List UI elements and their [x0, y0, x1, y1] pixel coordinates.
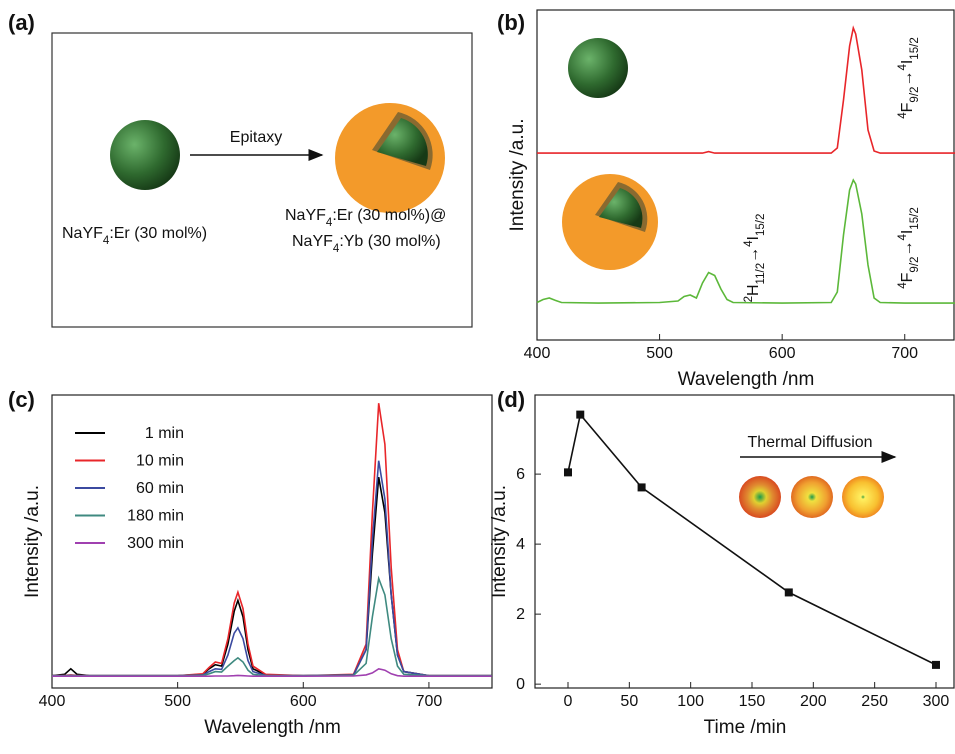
x-tick-label: 400 — [39, 693, 66, 710]
series-line — [52, 403, 492, 676]
y-tick-label: 2 — [516, 606, 525, 623]
x-tick-label: 150 — [739, 693, 766, 710]
text-part: :Yb (30 mol%) — [339, 233, 440, 250]
transition-label: 4F9/2→4I15/2 — [897, 37, 921, 118]
x-tick-label: 600 — [769, 345, 796, 362]
arrow-label: Epitaxy — [230, 129, 282, 146]
series-line — [52, 477, 492, 676]
data-point — [564, 468, 572, 476]
text-part: 9/2 — [909, 257, 921, 273]
legend-label: 1 min — [145, 425, 184, 442]
x-axis-label: Wavelength /nm — [204, 717, 341, 738]
x-tick-label: 300 — [923, 693, 950, 710]
x-tick-label: 250 — [861, 693, 888, 710]
x-tick-label: 700 — [416, 693, 443, 710]
x-axis-label: Time /min — [704, 717, 787, 738]
x-tick-label: 700 — [891, 345, 918, 362]
series-line — [52, 461, 492, 676]
particle-icon — [791, 476, 833, 518]
y-tick-label: 0 — [516, 676, 525, 693]
particle-icon — [739, 476, 781, 518]
core-sphere-icon — [568, 38, 628, 98]
panel-label: (c) — [8, 387, 35, 412]
y-axis-label: Intensity /a.u. — [22, 485, 43, 598]
x-tick-label: 100 — [677, 693, 704, 710]
text-part: 11/2 — [755, 263, 767, 285]
data-point — [785, 588, 793, 596]
x-tick-label: 200 — [800, 693, 827, 710]
x-tick-label: 600 — [290, 693, 317, 710]
core-shell-particle — [335, 103, 445, 213]
data-point — [576, 411, 584, 419]
core-sphere — [110, 120, 180, 190]
core-shell-label: NaYF4:Er (30 mol%)@ — [285, 207, 446, 229]
x-tick-label: 500 — [164, 693, 191, 710]
panel-label: (a) — [8, 10, 35, 35]
text-part: :Er (30 mol%) — [109, 225, 207, 242]
annotation: Thermal Diffusion — [747, 434, 872, 451]
transition-label: 4F9/2→4I15/2 — [897, 207, 921, 288]
text-part: F — [899, 102, 916, 112]
text-part: → — [745, 247, 762, 263]
series-line — [52, 579, 492, 676]
y-tick-label: 6 — [516, 466, 525, 483]
particle-icon — [842, 476, 884, 518]
text-part: NaYF — [62, 225, 103, 242]
y-axis-label: Intensity /a.u. — [489, 485, 510, 598]
text-part: :Er (30 mol%)@ — [332, 207, 446, 224]
text-part: 15/2 — [909, 37, 921, 59]
core-label: NaYF4:Er (30 mol%) — [62, 225, 207, 247]
legend-label: 180 min — [127, 508, 184, 525]
text-part: H — [745, 284, 762, 296]
core-shell-icon — [562, 174, 658, 270]
plot-frame — [535, 395, 954, 688]
text-part: NaYF — [285, 207, 326, 224]
transition-label: 2H11/2→4I15/2 — [743, 214, 767, 303]
y-axis-label: Intensity /a.u. — [507, 118, 528, 231]
core-shell-label: NaYF4:Yb (30 mol%) — [292, 233, 441, 255]
text-part: 15/2 — [755, 214, 767, 236]
text-part: 15/2 — [909, 207, 921, 229]
figure: (a)EpitaxyNaYF4:Er (30 mol%)NaYF4:Er (30… — [0, 0, 955, 749]
plot-frame — [52, 395, 492, 688]
text-part: NaYF — [292, 233, 333, 250]
text-part: → — [899, 241, 916, 257]
panel-label: (b) — [497, 10, 525, 35]
legend-label: 300 min — [127, 535, 184, 552]
x-tick-label: 500 — [646, 345, 673, 362]
text-part: → — [899, 71, 916, 87]
series-line — [568, 415, 936, 665]
x-axis-label: Wavelength /nm — [678, 369, 815, 390]
y-tick-label: 4 — [516, 536, 525, 553]
x-tick-label: 0 — [564, 693, 573, 710]
data-point — [638, 483, 646, 491]
data-point — [932, 661, 940, 669]
text-part: 9/2 — [909, 87, 921, 103]
x-tick-label: 50 — [620, 693, 638, 710]
x-tick-label: 400 — [524, 345, 551, 362]
panel-label: (d) — [497, 387, 525, 412]
legend-label: 60 min — [136, 480, 184, 497]
text-part: F — [899, 272, 916, 282]
legend-label: 10 min — [136, 453, 184, 470]
